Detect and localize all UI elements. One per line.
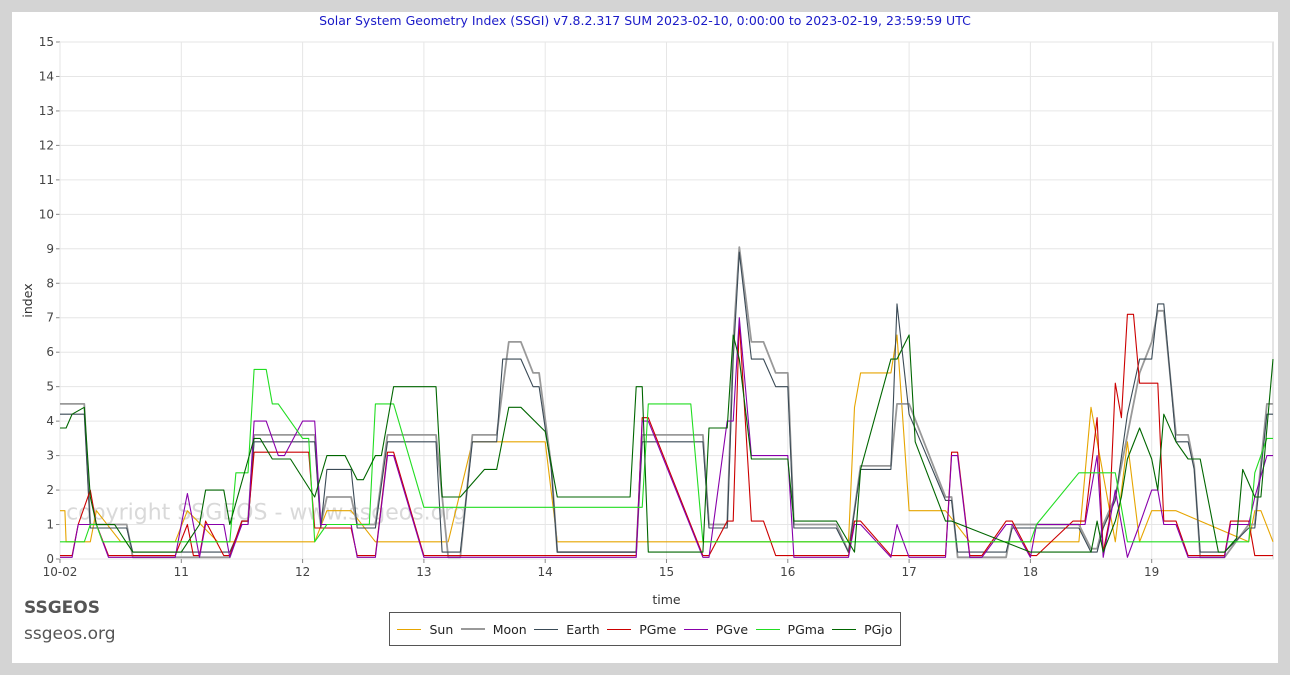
legend-label: PGma — [787, 621, 825, 637]
legend-swatch — [397, 628, 422, 630]
x-tick-label: 14 — [538, 565, 553, 579]
watermark: copyright SSGEOS - www.ssgeos.org — [66, 500, 467, 525]
brand-url: ssgeos.org — [24, 624, 116, 644]
legend-label: Moon — [492, 621, 527, 637]
x-tick-label: 17 — [901, 565, 916, 579]
legend-swatch — [460, 628, 485, 630]
legend-swatch — [607, 628, 632, 630]
y-tick-label: 12 — [39, 138, 54, 152]
legend-swatch — [755, 628, 780, 630]
y-tick-label: 11 — [39, 173, 54, 187]
y-tick-label: 13 — [39, 104, 54, 118]
legend-item-sun: Sun — [397, 622, 453, 637]
chart-legend: Sun Moon Earth PGme PGve PGma PGjo — [389, 612, 901, 646]
y-tick-label: 9 — [46, 242, 54, 256]
series-line-sun — [60, 334, 1274, 543]
legend-label: PGve — [715, 621, 749, 637]
y-tick-label: 8 — [46, 276, 54, 290]
y-tick-label: 4 — [46, 414, 54, 428]
legend-label: PGjo — [864, 621, 893, 637]
legend-item-earth: Earth — [534, 622, 600, 637]
x-tick-label: 13 — [416, 565, 431, 579]
series-line-pgve — [60, 317, 1273, 558]
legend-item-pgjo: PGjo — [832, 622, 892, 637]
y-tick-label: 1 — [46, 518, 54, 532]
y-tick-label: 0 — [46, 552, 54, 566]
chart-panel: Solar System Geometry Index (SSGI) v7.8.… — [12, 12, 1278, 663]
y-tick-label: 10 — [39, 207, 54, 221]
legend-item-pgve: PGve — [683, 621, 749, 637]
legend-swatch — [683, 628, 708, 630]
legend-item-moon: Moon — [460, 621, 527, 637]
x-tick-label: 18 — [1023, 565, 1038, 579]
y-axis-label: index — [20, 283, 35, 317]
y-tick-label: 14 — [39, 69, 54, 83]
series-line-pgma — [60, 368, 1273, 543]
legend-label: PGme — [639, 621, 677, 637]
x-tick-label: 19 — [1144, 565, 1159, 579]
x-tick-label: 11 — [174, 565, 189, 579]
x-tick-label: 12 — [295, 565, 310, 579]
x-axis-label: time — [652, 592, 681, 607]
x-tick-label: 16 — [780, 565, 795, 579]
legend-swatch — [832, 628, 857, 630]
legend-item-pgma: PGma — [755, 621, 825, 637]
series-line-pgme — [60, 313, 1273, 557]
x-tick-label: 15 — [659, 565, 674, 579]
legend-label: Sun — [429, 621, 454, 637]
legend-item-pgme: PGme — [607, 622, 676, 637]
y-tick-label: 6 — [46, 345, 54, 359]
chart-title: Solar System Geometry Index (SSGI) v7.8.… — [319, 13, 971, 28]
series-line-pgjo — [60, 334, 1274, 553]
y-tick-label: 2 — [46, 483, 54, 497]
y-tick-label: 5 — [46, 380, 54, 394]
y-tick-label: 7 — [46, 311, 54, 325]
y-tick-label: 3 — [46, 449, 54, 463]
brand-name: SSGEOS — [24, 598, 100, 618]
legend-label: Earth — [566, 621, 600, 637]
y-tick-label: 15 — [39, 35, 54, 49]
x-tick-label: 10-02 — [43, 565, 78, 579]
legend-swatch — [534, 628, 559, 630]
